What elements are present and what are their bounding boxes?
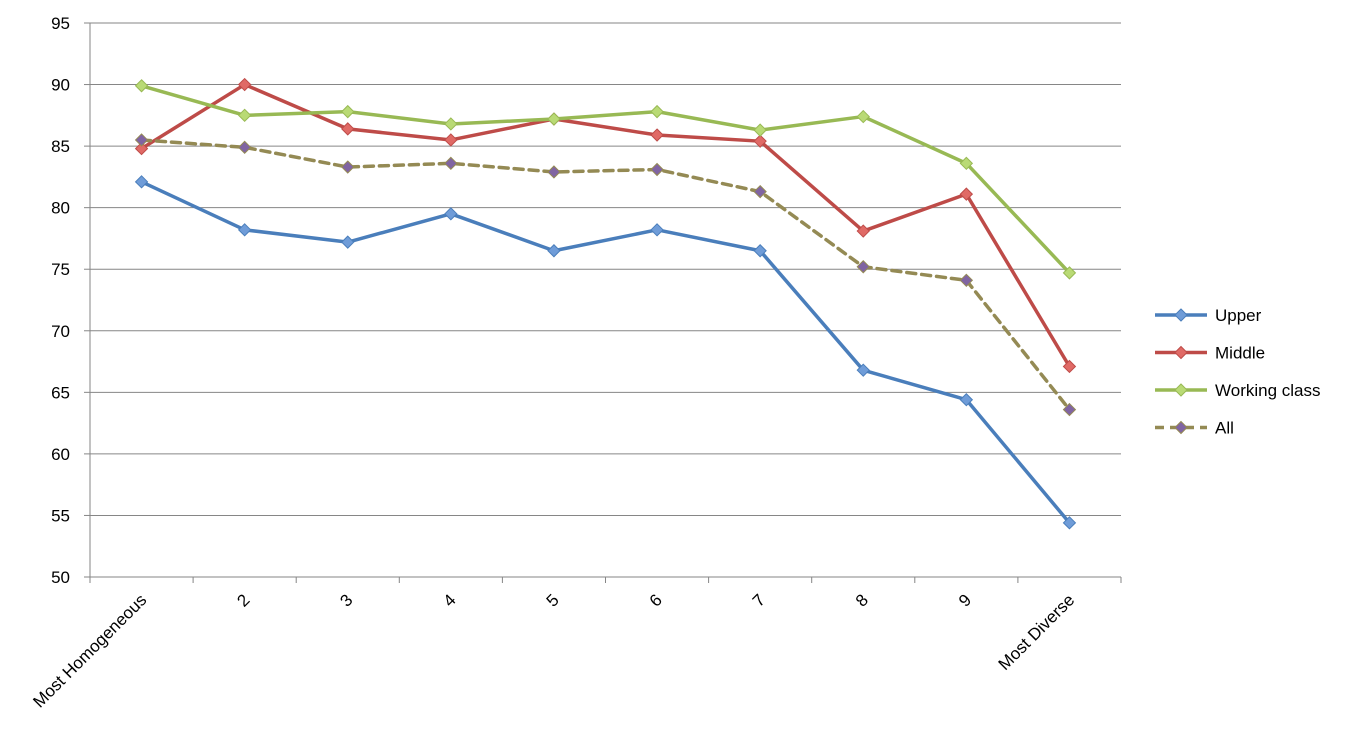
data-point-upper bbox=[959, 393, 974, 407]
x-tick-label: Most Homogeneous bbox=[29, 590, 150, 711]
series-working-class bbox=[134, 79, 1077, 280]
data-point-working-class bbox=[959, 156, 974, 171]
legend-marker-working-class bbox=[1174, 383, 1188, 397]
x-tick-label: 5 bbox=[543, 590, 563, 610]
data-point-middle bbox=[856, 224, 870, 238]
y-tick-label: 80 bbox=[51, 199, 70, 218]
y-tick-label: 75 bbox=[51, 260, 70, 279]
data-point-all bbox=[650, 162, 664, 177]
y-tick-label: 65 bbox=[51, 383, 70, 402]
data-point-upper bbox=[856, 363, 870, 377]
data-point-middle bbox=[753, 134, 767, 148]
x-tick-label: 3 bbox=[336, 590, 356, 610]
data-point-all bbox=[753, 184, 767, 199]
series-all bbox=[134, 133, 1077, 417]
x-tick-label: 2 bbox=[233, 590, 253, 610]
series-middle bbox=[134, 77, 1077, 374]
legend-item-working-class: Working class bbox=[1155, 381, 1321, 400]
data-point-upper bbox=[341, 235, 355, 249]
data-point-working-class bbox=[134, 79, 149, 93]
data-point-upper bbox=[547, 244, 561, 258]
y-tick-label: 50 bbox=[51, 568, 70, 587]
x-tick-label: Most Diverse bbox=[995, 590, 1079, 674]
data-point-upper bbox=[1062, 516, 1077, 530]
y-tick-labels: 50 55 60 65 70 75 80 85 90 95 bbox=[51, 14, 70, 587]
y-tick-label: 55 bbox=[51, 506, 70, 525]
data-point-all bbox=[341, 160, 355, 174]
legend-item-upper: Upper bbox=[1155, 306, 1262, 325]
data-point-working-class bbox=[856, 109, 870, 124]
legend-item-all: All bbox=[1155, 419, 1234, 438]
data-point-upper bbox=[134, 175, 149, 189]
legend-item-middle: Middle bbox=[1155, 344, 1265, 363]
legend-label-all: All bbox=[1215, 419, 1234, 438]
series-upper bbox=[134, 175, 1077, 530]
data-point-all bbox=[1062, 402, 1077, 417]
legend-marker-all bbox=[1174, 420, 1188, 435]
data-point-all bbox=[237, 140, 252, 155]
data-point-middle bbox=[444, 133, 458, 147]
y-tick-label: 70 bbox=[51, 322, 70, 341]
data-point-middle bbox=[959, 187, 974, 201]
legend-marker-upper bbox=[1174, 308, 1188, 322]
data-point-middle bbox=[1062, 359, 1077, 374]
data-point-all bbox=[547, 165, 561, 179]
data-point-working-class bbox=[547, 112, 561, 126]
data-series bbox=[134, 77, 1077, 530]
data-point-middle bbox=[650, 128, 664, 142]
data-point-working-class bbox=[1062, 266, 1077, 280]
data-point-working-class bbox=[650, 104, 664, 119]
data-point-middle bbox=[341, 122, 355, 136]
data-point-upper bbox=[753, 244, 767, 258]
x-tick-label: 9 bbox=[955, 590, 975, 610]
legend-marker-middle bbox=[1174, 345, 1188, 360]
data-point-upper bbox=[237, 223, 252, 237]
data-point-working-class bbox=[237, 108, 252, 123]
y-tick-label: 85 bbox=[51, 137, 70, 156]
axes bbox=[84, 22, 1122, 583]
legend-label-upper: Upper bbox=[1215, 306, 1262, 325]
x-tick-label: 4 bbox=[440, 590, 460, 610]
data-point-middle bbox=[134, 141, 149, 156]
legend: Upper Middle Working class All bbox=[1155, 306, 1321, 438]
series-line-working-class bbox=[139, 84, 1072, 275]
legend-label-working-class: Working class bbox=[1215, 381, 1321, 400]
data-point-all bbox=[856, 260, 870, 274]
data-point-upper bbox=[444, 207, 458, 221]
x-tick-label: 7 bbox=[749, 590, 769, 610]
data-point-working-class bbox=[444, 117, 458, 131]
series-line-upper bbox=[139, 180, 1072, 525]
data-point-all bbox=[444, 156, 458, 171]
y-tick-label: 90 bbox=[51, 76, 70, 95]
legend-label-middle: Middle bbox=[1215, 344, 1265, 363]
data-point-all bbox=[959, 273, 974, 288]
x-tick-label: 8 bbox=[852, 590, 872, 610]
y-tick-label: 95 bbox=[51, 14, 70, 33]
x-tick-label: 6 bbox=[646, 590, 666, 610]
series-line-all bbox=[139, 138, 1072, 412]
data-point-middle bbox=[237, 77, 252, 92]
data-point-working-class bbox=[753, 123, 767, 137]
y-tick-label: 60 bbox=[51, 445, 70, 464]
series-line-middle bbox=[139, 82, 1072, 369]
data-point-upper bbox=[650, 223, 664, 237]
gridlines bbox=[90, 22, 1121, 578]
x-tick-labels: Most Homogeneous 2 3 4 5 6 7 8 9 Most Diverse bbox=[29, 590, 1078, 711]
data-point-working-class bbox=[341, 104, 355, 119]
data-point-all bbox=[134, 133, 149, 147]
